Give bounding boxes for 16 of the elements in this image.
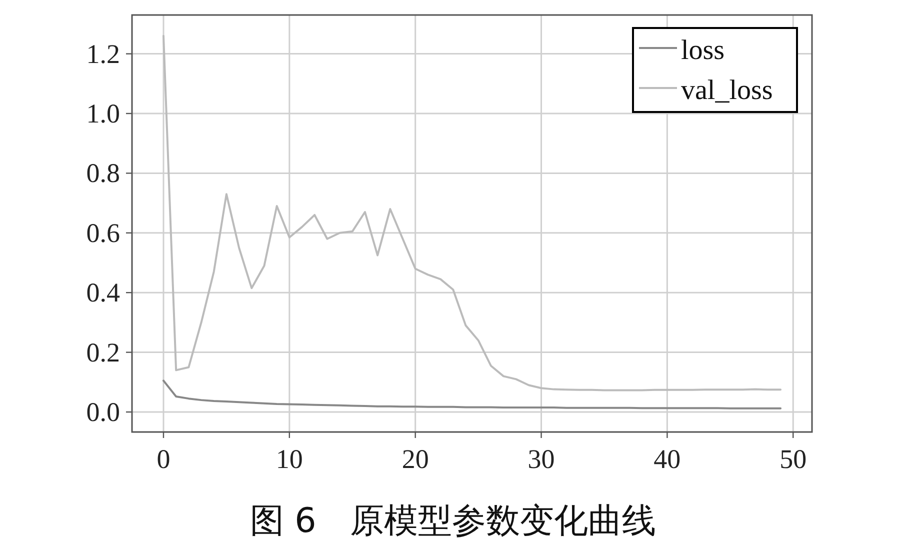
y-tick-label: 0.6 <box>86 218 120 248</box>
text: 图 6 原模型参数变化曲线 <box>250 501 656 541</box>
y-tick-label: 0.4 <box>86 278 120 308</box>
x-tick-label: 10 <box>276 444 303 474</box>
y-tick-label: 0.2 <box>86 337 120 368</box>
x-tick-label: 30 <box>528 444 555 474</box>
y-tick-label: 0.0 <box>86 397 120 427</box>
y-tick-label: 1.2 <box>86 38 120 69</box>
x-tick-label: 0 <box>156 444 170 474</box>
x-tick-label: 20 <box>402 444 429 474</box>
y-tick-label: 0.8 <box>86 158 120 188</box>
x-tick-label: 40 <box>654 444 681 474</box>
legend-label: loss <box>681 35 725 66</box>
x-tick-label: 50 <box>780 444 807 474</box>
y-tick-label: 1.0 <box>86 98 120 129</box>
legend-label: val_loss <box>681 75 773 106</box>
